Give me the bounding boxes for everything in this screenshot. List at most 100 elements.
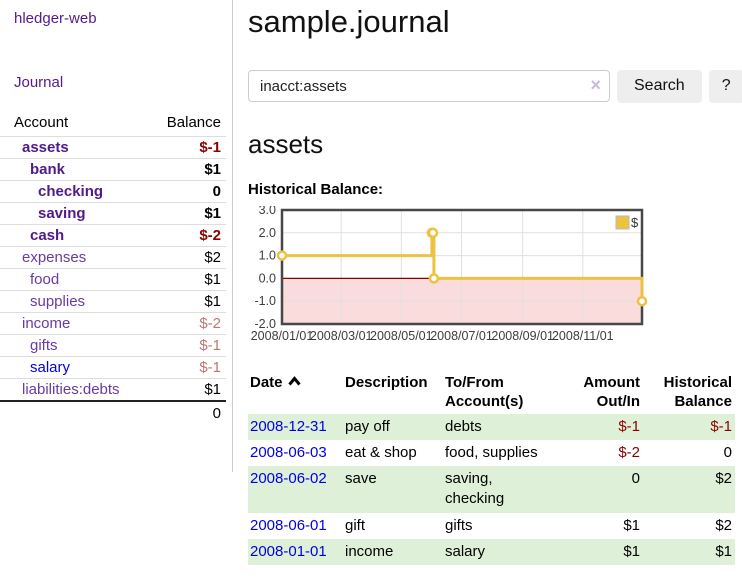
chart-legend-swatch [615,215,630,230]
chart-data-point [428,272,440,284]
transaction-description: eat & shop [345,443,417,461]
transaction-date-link[interactable]: 2008-06-03 [250,443,327,461]
chart-data-point [636,295,648,307]
account-link[interactable]: income [22,315,71,332]
page-title: sample.journal [248,4,450,39]
register-row: 2008-12-31 pay off debts $-1 $-1 [248,413,735,440]
transaction-balance: $1 [715,542,732,560]
transaction-amount: $-1 [618,417,640,435]
accounts-header-account: Account [14,114,69,131]
search-button[interactable]: Search [617,69,702,103]
transaction-description: gift [345,516,366,534]
register-row: 2008-06-02 save saving, checking 0 $2 [248,466,735,513]
transaction-date-link[interactable]: 2008-12-31 [250,417,327,435]
brand-link[interactable]: hledger-web [14,10,97,27]
chart-data-point [427,227,439,238]
account-balance: $-1 [113,334,226,357]
account-link[interactable]: checking [38,183,104,200]
register-header-historical-balance: Historical Balance [663,373,732,411]
chart-svg: $3.0 2.0 1.0 0.0 -1.0 -2.02008/01/012008/03/0… [251,203,648,343]
account-row: saving $1 [0,202,226,225]
register-header-date[interactable]: Date [248,371,343,414]
account-row: gifts $-1 [0,334,226,357]
sidebar: hledger-web Journal Account Balance asse… [0,0,233,472]
account-link[interactable]: cash [30,227,65,244]
account-link[interactable]: bank [30,161,66,178]
account-row: liabilities:debts $1 [0,378,226,401]
chart-data-point [276,249,288,261]
account-link[interactable]: gifts [30,337,58,354]
account-link[interactable]: salary [30,359,71,376]
transaction-description: income [345,542,394,560]
account-balance: $1 [113,202,226,225]
account-balance: $1 [113,378,226,401]
register-header-amount-out-in: Amount Out/In [583,373,640,411]
account-heading: assets [248,128,324,159]
svg-text:2008/07/01: 2008/07/01 [430,329,493,343]
accounts-total-value: 0 [113,400,226,425]
accounts-table: Account Balance assets $-1 bank $1 checking 0… [0,111,226,425]
account-link[interactable]: supplies [30,293,86,310]
svg-text:0.0: 0.0 [259,271,276,285]
account-balance: $2 [113,246,226,269]
transaction-description: pay off [345,417,390,435]
register-header-row: Date Description To/From Account(s) Amount … [248,371,735,414]
transaction-balance: $2 [715,470,732,488]
account-link[interactable]: food [30,271,60,288]
transaction-accounts: gifts [445,516,473,534]
account-balance: 0 [113,180,226,203]
register-header-description: Description [345,373,428,391]
chart-title: Historical Balance: [248,180,384,198]
svg-text:2.0: 2.0 [259,225,276,239]
transaction-balance: 0 [723,443,732,461]
transaction-description: save [345,470,377,488]
clear-search-icon[interactable]: × [590,75,601,96]
account-balance: $1 [113,290,226,313]
search-input[interactable] [248,70,610,103]
transaction-accounts: salary [445,542,486,560]
account-row: bank $1 [0,158,226,181]
transaction-date-link[interactable]: 2008-06-02 [250,470,327,488]
svg-text:2008/03/01: 2008/03/01 [310,329,373,343]
transaction-balance: $-1 [710,417,732,435]
register-table: Date Description To/From Account(s) Amount … [248,371,735,566]
transaction-amount: $-2 [618,443,640,461]
transaction-date-link[interactable]: 2008-01-01 [250,542,327,560]
transaction-accounts: food, supplies [445,443,538,461]
transaction-accounts: debts [445,417,482,435]
transaction-amount: 0 [631,470,640,488]
chart-legend-label: $ [631,215,639,230]
transaction-amount: $1 [623,516,640,534]
accounts-header-row: Account Balance [0,111,226,137]
account-balance: $-2 [113,224,226,247]
register-header-to-from-account-s-: To/From Account(s) [445,373,524,411]
account-row: food $1 [0,268,226,291]
transaction-accounts: saving, checking [445,470,505,508]
app-window: hledger-web Journal Account Balance asse… [0,0,742,566]
svg-text:3.0: 3.0 [259,206,276,217]
main-content: sample.journal × Search ? assets Histori… [233,0,742,566]
svg-text:-2.0: -2.0 [254,317,276,331]
account-link[interactable]: assets [22,139,69,156]
account-row: checking 0 [0,180,226,203]
journal-link[interactable]: Journal [14,74,64,91]
register-row: 2008-01-01 income salary $1 $1 [248,538,735,566]
account-link[interactable]: saving [38,205,86,222]
account-row: expenses $2 [0,246,226,269]
search-help-button[interactable]: ? [708,69,742,103]
accounts-header-balance: Balance [166,114,221,131]
transaction-balance: $2 [715,516,732,534]
account-link[interactable]: liabilities:debts [22,381,120,398]
register-row: 2008-06-01 gift gifts $1 $2 [248,513,735,539]
account-row: salary $-1 [0,356,226,379]
register-row: 2008-06-03 eat & shop food, supplies $-2 0 [248,440,735,466]
svg-text:1.0: 1.0 [259,248,276,262]
account-balance: $1 [113,158,226,181]
transaction-date-link[interactable]: 2008-06-01 [250,516,327,534]
account-link[interactable]: expenses [22,249,87,266]
accounts-total-row: 0 [0,400,226,425]
search-form: × Search ? [248,69,742,103]
account-balance: $-1 [113,136,226,159]
svg-text:2008/09/01: 2008/09/01 [491,329,554,343]
chart-border [280,208,644,325]
